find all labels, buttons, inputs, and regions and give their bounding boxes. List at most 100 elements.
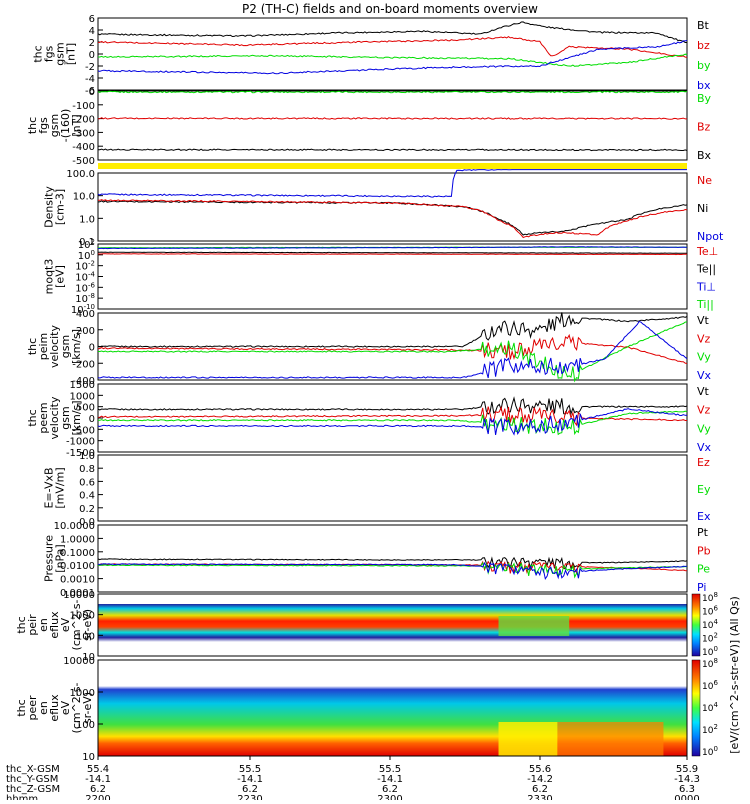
panel-8-tick-label: 10.0000 — [54, 521, 95, 532]
panel-6-legend-3: Vx — [697, 441, 712, 454]
panel-6-ylabel-line: [km/s] — [70, 400, 83, 435]
panel-8-tick-label: 0.0001 — [60, 588, 95, 599]
panel-8-tick-label: 0.0100 — [60, 561, 95, 572]
panel-2-ylabel-line: fgs — [37, 117, 50, 134]
panel-7-tick-label: 0.6 — [79, 477, 95, 488]
panel-8-series-0 — [97, 556, 688, 571]
panel-1-ylabel-line: fgs — [43, 45, 56, 62]
panel-10-tick-label: 1000 — [70, 688, 95, 699]
panel-4-legend-2: Ti⊥ — [696, 280, 716, 293]
panel-4-series-1 — [97, 246, 687, 250]
panel-10-spectrogram-patch — [557, 722, 664, 756]
time-axis-row-label: hhmm — [6, 794, 38, 800]
figure-title: P2 (TH-C) fields and on-board moments ov… — [242, 2, 538, 16]
panel-4-tick-label: 10-4 — [75, 271, 95, 284]
panel-3-tick-label: 100.0 — [66, 169, 95, 180]
time-axis-row-label: thc_Z-GSM — [6, 784, 60, 795]
panel-1-legend-1: bz — [697, 39, 710, 52]
time-axis-value: 55.4 — [87, 764, 109, 775]
panel-5-tick-label: 200 — [76, 326, 95, 337]
panel-5-legend-1: Vz — [697, 332, 711, 345]
panel-3-ylabel-line: Density — [43, 186, 56, 228]
panel-5-tick-label: -200 — [72, 359, 95, 370]
colorbar-2 — [691, 659, 701, 757]
colorbar-label: [eV/(cm^2-s-str-eV)] (All Qs) — [728, 596, 741, 754]
panel-4-series-2 — [97, 251, 688, 254]
panel-9-tick-label: 10000 — [63, 590, 95, 601]
colorbar-1 — [691, 593, 701, 657]
panel-1-tick-label: -2 — [85, 62, 95, 73]
panel-3-tick-label: 1.0 — [79, 214, 95, 225]
panel-7-ylabel-line: E=-VxB — [43, 467, 56, 508]
time-axis-value: 6.2 — [532, 784, 548, 795]
time-axis-value: -14.3 — [674, 774, 700, 785]
panel-6-ylabel-line: gsm — [59, 406, 72, 429]
panel-8-legend-1: Pb — [697, 544, 711, 557]
panel-6-series-3 — [97, 408, 688, 436]
panel-9-ylabel-line: peir — [26, 614, 39, 636]
panel-7-legend-2: Ex — [697, 510, 711, 523]
time-axis-value: 6.2 — [382, 784, 398, 795]
panel-5-legend-0: Vt — [697, 314, 710, 327]
panel-1-legend-2: by — [697, 59, 711, 72]
panel-9-frame — [97, 593, 688, 657]
panel-1-frame — [97, 17, 688, 91]
panel-8-series-2 — [98, 561, 688, 579]
panel-5-series-1 — [97, 333, 688, 364]
panel-3-tick-label: 10.0 — [73, 192, 95, 203]
panel-5-tick-label: -400 — [72, 376, 95, 387]
panel-10-ylabel-line: thc — [15, 699, 28, 716]
time-axis-value: 6.2 — [242, 784, 258, 795]
panel-5-legend-3: Vx — [697, 369, 712, 382]
panel-1-legend-3: bx — [697, 79, 711, 92]
panel-6-tick-label: 500 — [76, 403, 95, 414]
panel-1-tick-label: 0 — [89, 50, 95, 61]
panel-2-series-2 — [98, 148, 688, 152]
panel-5-series-0 — [97, 312, 688, 348]
colorbar-tick-label: 102 — [702, 632, 718, 645]
time-axis-value: 6.3 — [679, 784, 695, 795]
panel-7-legend-0: Ez — [697, 456, 710, 469]
panel-2-tick-label: -100 — [72, 101, 95, 112]
panel-1-series-0 — [97, 21, 687, 43]
time-axis-value: 2330 — [527, 794, 552, 800]
panel-4-tick-label: 10-6 — [75, 281, 95, 294]
panel-5-ylabel-line: peim — [37, 333, 50, 361]
panel-9-ylabel-line: (cm^2-s- — [70, 600, 83, 651]
panel-7-tick-label: 0.4 — [79, 491, 95, 502]
panel-2-ylabel-line: thc — [26, 117, 39, 134]
panel-10-ylabel-line: sr-eV) — [81, 692, 94, 724]
panel-3-legend-1: Ni — [697, 202, 708, 215]
panel-4-legend-1: Te|| — [696, 263, 716, 276]
panel-5-series-3 — [97, 320, 688, 379]
panel-2-frame — [97, 90, 688, 161]
panel-4-tick-label: 10-2 — [75, 260, 95, 273]
panel-2-tick-label: -200 — [72, 115, 95, 126]
panel-6-tick-label: -1000 — [66, 437, 95, 448]
panel-1-series-3 — [97, 39, 688, 75]
panel-6-series-1 — [97, 405, 687, 427]
time-axis-row-label: thc_Y-GSM — [6, 774, 58, 785]
panel-9-tick-label: 10 — [82, 652, 95, 663]
colorbar-tick-label: 100 — [702, 745, 718, 758]
panel-2-tick-label: -500 — [72, 156, 95, 167]
panel-9-ylabel-line: sr-eV) — [81, 609, 94, 641]
time-axis-value: -14.1 — [237, 774, 263, 785]
colorbar-tick-label: 104 — [702, 618, 718, 631]
panel-8-series-1 — [97, 560, 688, 575]
panel-7-tick-label: 0.8 — [79, 464, 95, 475]
panel-5-ylabel-line: gsm — [59, 335, 72, 358]
panel-6-legend-1: Vz — [697, 404, 711, 417]
panel-2-series-1 — [97, 117, 687, 120]
panel-6-frame — [97, 383, 688, 453]
panel-2-tick-label: -300 — [72, 128, 95, 139]
panel-6-ylabel-line: thc — [26, 409, 39, 426]
panel-1-tick-label: -6 — [85, 86, 95, 97]
panel-10-ylabel-line: en — [37, 701, 50, 715]
panel-7-tick-label: 0.2 — [79, 504, 95, 515]
panel-4-tick-label: 100 — [78, 249, 95, 262]
panel-6-tick-label: 0 — [89, 414, 95, 425]
panel-2-legend-2: Bx — [697, 149, 712, 162]
panel-6-ylabel-line: peem — [37, 402, 50, 433]
